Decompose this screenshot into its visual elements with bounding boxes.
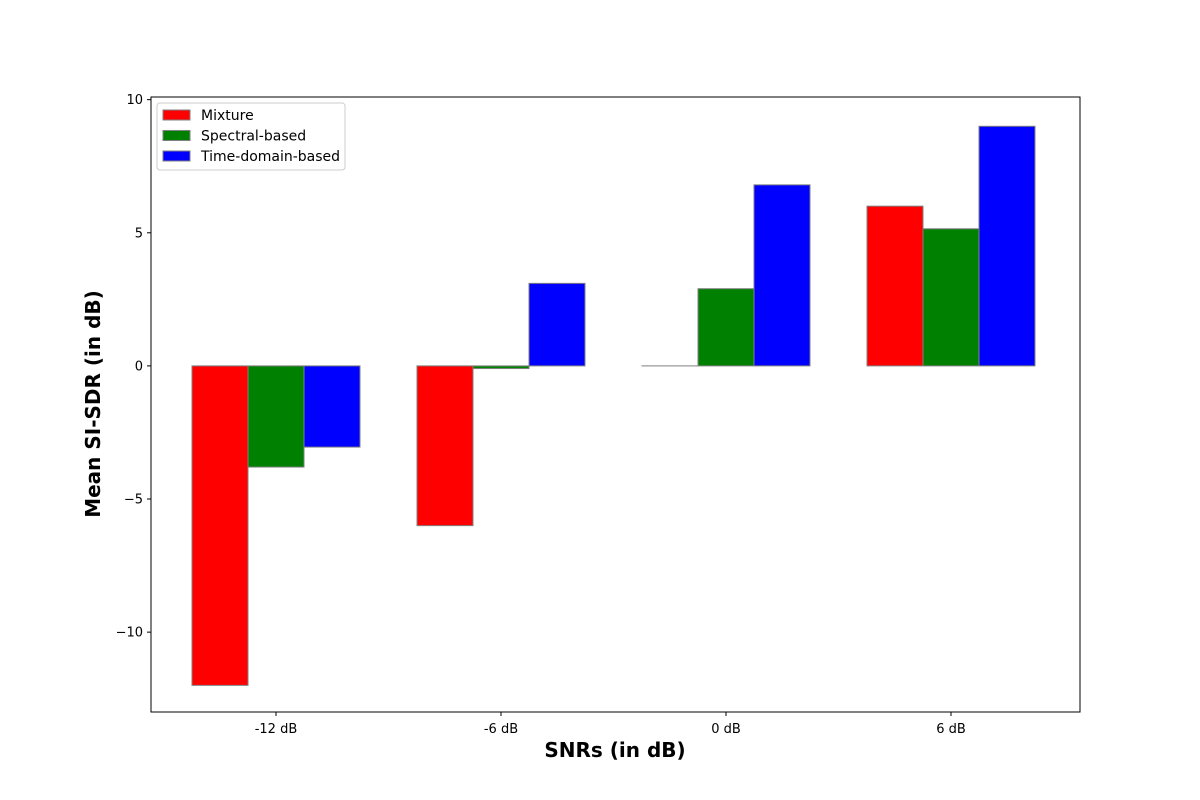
bar-time-domain-based-1 xyxy=(528,282,586,367)
y-tick-label: 0 xyxy=(135,359,143,374)
y-tick-label: −5 xyxy=(124,493,143,508)
bar-mixture-0 xyxy=(191,365,249,686)
bar-mixture-1 xyxy=(416,365,474,527)
legend-swatch xyxy=(162,109,191,121)
legend-label: Time-domain-based xyxy=(200,149,340,165)
y-tick-label: −10 xyxy=(116,626,143,641)
bar-spectral-based-0 xyxy=(247,365,305,468)
bar-time-domain-based-2 xyxy=(753,184,811,367)
bar-spectral-based-2 xyxy=(697,288,755,367)
x-axis-ticks: -12 dB -6 dB 0 dB 6 dB xyxy=(255,712,966,737)
bar-spectral-based-3 xyxy=(922,228,980,367)
bar-mixture-3 xyxy=(866,205,924,367)
x-tick-label: -6 dB xyxy=(484,722,518,737)
plot-frame xyxy=(150,96,1081,713)
x-tick-label: -12 dB xyxy=(255,722,298,737)
y-tick-label: 5 xyxy=(135,226,143,241)
y-axis-ticks: 10 5 0 −5 −10 xyxy=(116,93,151,641)
legend-swatch xyxy=(162,130,191,141)
x-tick-label: 0 dB xyxy=(711,722,741,737)
y-tick-label: 10 xyxy=(126,93,143,108)
legend-label: Mixture xyxy=(201,108,254,124)
bars-layer xyxy=(191,125,1036,686)
x-axis-label: SNRs (in dB) xyxy=(544,738,685,762)
bar-spectral-based-1 xyxy=(472,365,530,370)
legend-box xyxy=(156,102,346,171)
bar-time-domain-based-0 xyxy=(303,365,361,448)
legend-label: Spectral-based xyxy=(201,129,306,145)
bar-time-domain-based-3 xyxy=(978,125,1036,367)
legend-swatch xyxy=(162,150,191,162)
y-axis-label: Mean SI-SDR (in dB) xyxy=(81,290,105,518)
legend: Mixture Spectral-based Time-domain-based xyxy=(156,102,346,171)
x-tick-label: 6 dB xyxy=(936,722,966,737)
